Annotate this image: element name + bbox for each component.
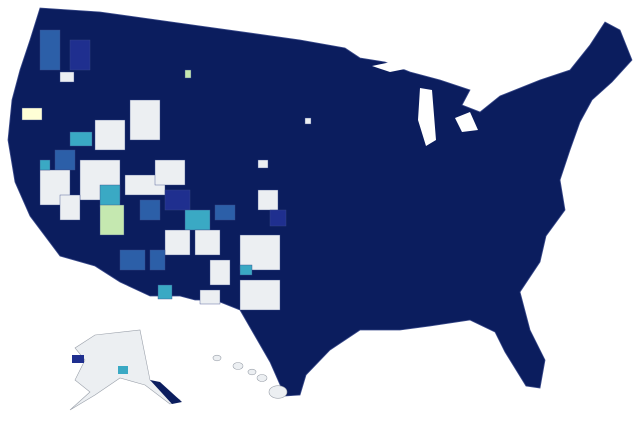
county-patch bbox=[239, 234, 281, 271]
hawaii-island bbox=[247, 368, 257, 376]
county-patch bbox=[59, 194, 81, 221]
county-patch bbox=[129, 99, 161, 141]
county-patch bbox=[69, 39, 91, 71]
hawaii-island bbox=[256, 374, 268, 382]
county-patch bbox=[119, 249, 146, 271]
hawaii-island bbox=[232, 362, 244, 370]
county-patch bbox=[157, 284, 173, 300]
county-patch bbox=[21, 107, 43, 121]
county-patch bbox=[199, 289, 221, 305]
mainland bbox=[7, 7, 633, 397]
county-patch bbox=[154, 159, 186, 186]
county-patch bbox=[239, 279, 281, 311]
county-patch bbox=[164, 229, 191, 256]
county-patch bbox=[59, 71, 75, 83]
county-patch bbox=[209, 259, 231, 286]
county-patch bbox=[39, 159, 51, 171]
alaska-patch bbox=[118, 366, 128, 374]
county-patch bbox=[39, 29, 61, 71]
hawaii-island bbox=[268, 385, 288, 399]
county-patch bbox=[194, 229, 221, 256]
county-patch bbox=[184, 209, 211, 231]
map-layer bbox=[7, 7, 633, 411]
county-patch bbox=[69, 131, 93, 147]
county-patch bbox=[257, 189, 279, 211]
county-patch bbox=[94, 119, 126, 151]
county-patch bbox=[214, 204, 236, 221]
county-patch bbox=[54, 149, 76, 171]
county-patch bbox=[304, 117, 312, 125]
alaska-panhandle bbox=[150, 380, 182, 404]
county-patch bbox=[164, 189, 191, 211]
hawaii-island bbox=[212, 354, 222, 362]
lake bbox=[372, 58, 478, 146]
county-patch bbox=[99, 184, 121, 208]
county-patch bbox=[149, 249, 166, 271]
county-patch bbox=[139, 199, 161, 221]
county-patch bbox=[239, 264, 253, 276]
county-patch bbox=[184, 69, 192, 79]
county-patch bbox=[269, 209, 287, 227]
alaska-patch bbox=[72, 355, 84, 363]
county-patch bbox=[99, 204, 125, 236]
county-patch bbox=[257, 159, 269, 169]
